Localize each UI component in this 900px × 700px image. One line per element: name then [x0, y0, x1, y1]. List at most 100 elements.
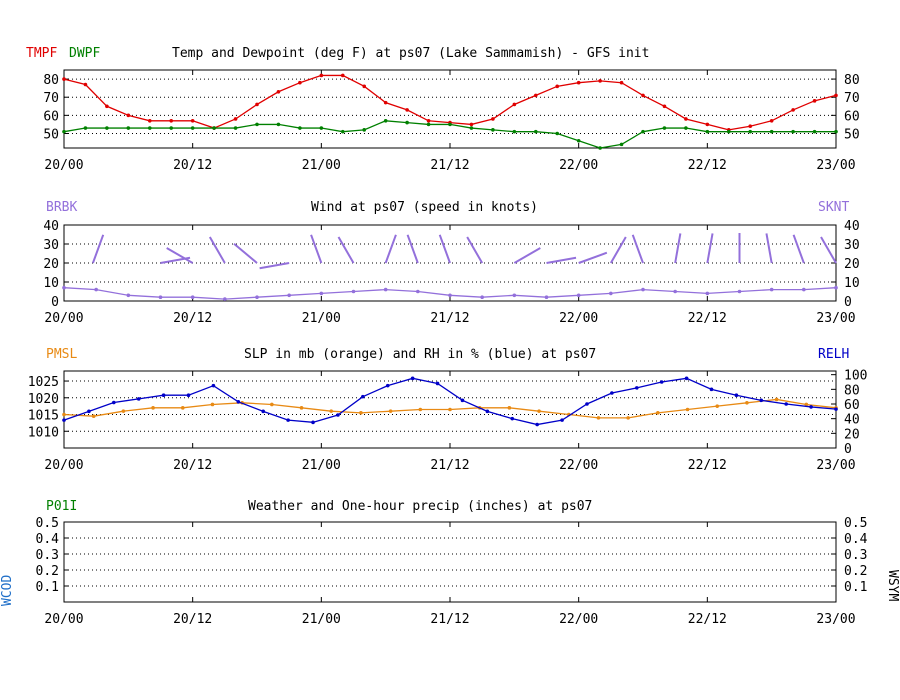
tmpf-point: [491, 117, 495, 121]
x-tick-label: 22/12: [688, 158, 727, 173]
dwpf-point: [491, 128, 495, 132]
pmsl-point: [596, 416, 601, 420]
dwpf-point: [684, 126, 688, 130]
x-tick-label: 21/00: [302, 612, 341, 627]
y-tick-label: 1020: [28, 392, 59, 407]
slp-left-label: PMSL: [46, 347, 77, 362]
y2-tick-label: 80: [844, 73, 860, 88]
relh-point: [535, 422, 539, 427]
sknt-point: [673, 289, 677, 294]
x-tick-label: 20/12: [173, 612, 212, 627]
dwpf-point: [147, 126, 152, 130]
y2-tick-label: 60: [844, 109, 860, 124]
pmsl-point: [91, 414, 96, 418]
tmpf-point: [705, 122, 710, 127]
dwpf-point: [276, 122, 281, 127]
dwpf-point: [169, 126, 174, 130]
pmsl-point: [210, 402, 215, 407]
tmpf-point: [169, 118, 174, 123]
tmpf-point: [598, 79, 602, 83]
dwpf-point: [576, 138, 581, 143]
sknt-point: [383, 287, 388, 292]
tmpf-point: [126, 113, 131, 118]
precip-right-vlabel: WSYM: [885, 570, 900, 601]
tmpf-point: [512, 102, 517, 107]
wind-barb: [92, 234, 105, 264]
x-tick-label: 20/12: [173, 458, 212, 473]
y2-tick-label: 60: [844, 398, 860, 413]
tmpf-point: [791, 108, 795, 112]
pmsl-point: [359, 411, 363, 415]
dwpf-point: [426, 122, 431, 127]
sknt-point: [480, 295, 484, 300]
pmsl-point: [418, 407, 423, 412]
relh-point: [136, 397, 141, 401]
pmsl-point: [388, 409, 393, 413]
y-tick-label: 60: [43, 109, 59, 124]
y-tick-label: 0.1: [36, 580, 59, 595]
relh-point: [585, 402, 589, 406]
tmpf-point: [619, 80, 624, 85]
relh-point: [385, 383, 390, 388]
tmpf-point: [684, 117, 688, 121]
wind-barb: [792, 234, 805, 264]
relh-point: [709, 387, 714, 392]
y2-tick-label: 0: [844, 442, 852, 457]
relh-point: [659, 380, 664, 384]
relh-point: [734, 393, 739, 398]
y2-tick-label: 30: [844, 238, 860, 253]
sknt-point: [94, 287, 98, 292]
pmsl-point: [448, 407, 452, 412]
wind-barb: [820, 236, 837, 264]
relh-point: [684, 376, 689, 381]
dwpf-point: [319, 126, 324, 130]
sknt-point: [126, 293, 131, 298]
wind-barb: [166, 247, 194, 264]
sknt-point: [737, 289, 742, 294]
x-tick-label: 23/00: [816, 158, 855, 173]
tmpf-point: [555, 84, 560, 89]
x-tick-label: 22/00: [559, 612, 598, 627]
tmpf-point: [298, 80, 302, 85]
wind-panel: BRBK Wind at ps07 (speed in knots) SKNT …: [43, 200, 859, 326]
y2-tick-label: 0: [844, 295, 852, 310]
sknt-point: [576, 293, 581, 298]
relh-point: [485, 409, 490, 414]
x-tick-label: 20/00: [44, 158, 83, 173]
tmpf-point: [405, 108, 409, 112]
dwpf-point: [598, 146, 602, 150]
sknt-point: [319, 291, 324, 296]
relh-point: [634, 386, 639, 390]
dwpf-point: [126, 126, 131, 130]
x-tick-label: 23/00: [816, 311, 855, 326]
sknt-point: [641, 287, 645, 292]
dwpf-point: [726, 129, 731, 134]
x-tick-label: 21/12: [430, 612, 469, 627]
pmsl-point: [507, 406, 512, 410]
y2-tick-label: 50: [844, 127, 860, 142]
pmsl-point: [299, 406, 304, 410]
relh-point: [161, 393, 166, 398]
y2-tick-label: 0.5: [844, 516, 867, 531]
dwpf-point: [233, 126, 238, 130]
y2-tick-label: 0.3: [844, 548, 867, 563]
wind-barb: [384, 234, 397, 264]
relh-point: [336, 413, 340, 417]
sknt-point: [512, 293, 517, 298]
relh-point: [261, 409, 266, 414]
relh-point: [560, 418, 564, 422]
tmpf-point: [533, 93, 538, 98]
x-tick-label: 23/00: [816, 458, 855, 473]
temp-plot: 20/00 20/12 21/00 21/12 22/00 22/12 23/00 50 60 7…: [43, 70, 860, 173]
dwpf-point: [705, 129, 710, 134]
wind-barb: [438, 234, 451, 264]
sknt-point: [287, 293, 291, 298]
x-tick-label: 22/12: [688, 612, 727, 627]
x-tick-label: 20/12: [173, 158, 212, 173]
y2-tick-label: 70: [844, 91, 860, 106]
wind-barb: [208, 236, 226, 264]
x-tick-label: 23/00: [816, 612, 855, 627]
temp-left-label2: DWPF: [69, 46, 100, 61]
dwpf-point: [383, 118, 388, 123]
dwpf-point: [512, 129, 517, 134]
